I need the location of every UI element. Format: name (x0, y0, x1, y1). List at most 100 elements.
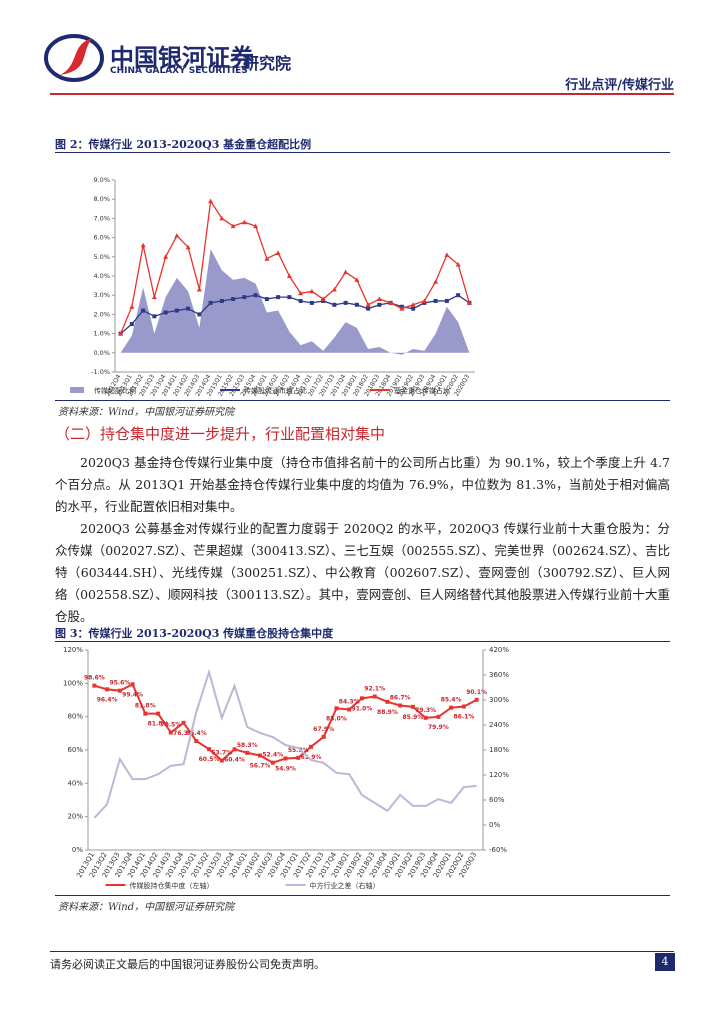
marker (185, 244, 191, 250)
paragraph: 2020Q3 基金持仓传媒行业集中度（持仓市值排名前十的公司所占比重）为 90.… (55, 455, 670, 514)
marker (253, 293, 258, 298)
marker (219, 298, 224, 303)
marker (219, 758, 224, 763)
y-tick-label: 2.0% (93, 310, 110, 318)
y-tick-label: 0.0% (93, 349, 110, 357)
y2-tick-label: 360% (489, 671, 509, 679)
data-label: 95.6% (109, 680, 130, 687)
data-label: 61.9% (301, 754, 322, 761)
data-label: 81.8% (135, 703, 156, 710)
marker (474, 697, 479, 702)
marker (231, 297, 236, 302)
logo-mark (44, 34, 104, 82)
marker (309, 288, 315, 294)
marker (92, 683, 97, 688)
marker (343, 269, 349, 275)
marker (141, 308, 146, 313)
data-label: 86.1% (453, 714, 474, 721)
marker (130, 682, 135, 687)
marker (208, 198, 214, 204)
data-label: 70.5% (160, 722, 181, 729)
marker (444, 252, 450, 257)
marker (385, 699, 390, 704)
data-label: 86.7% (390, 695, 411, 702)
y-tick-label: 40% (67, 779, 83, 787)
marker (245, 750, 250, 755)
institute: 研究院 (243, 54, 292, 73)
marker (194, 739, 199, 743)
marker (241, 219, 247, 225)
marker (365, 302, 371, 307)
footer-rule (50, 951, 674, 952)
data-label: 99.4% (122, 691, 143, 698)
marker (399, 306, 405, 311)
legend-swatch (70, 387, 84, 393)
data-label: 55.3% (288, 747, 309, 754)
data-label: 84.3% (339, 699, 360, 706)
y-tick-label: 9.0% (93, 176, 110, 184)
disclaimer: 请务必阅读正文最后的中国银河证券股份公司免责声明。 (50, 958, 325, 971)
paragraph: 2020Q3 公募基金对传媒行业的配置力度弱于 2020Q2 的水平，2020Q… (55, 521, 670, 624)
data-label: 60.4% (224, 756, 245, 763)
y-tick-label: 80% (67, 713, 83, 721)
data-label: 85.9% (403, 714, 424, 721)
marker (163, 254, 169, 259)
marker (309, 300, 314, 305)
data-label: 91.0% (352, 705, 373, 712)
marker (366, 306, 371, 311)
marker (354, 302, 359, 307)
marker (197, 312, 202, 317)
data-label: 81.8% (148, 721, 169, 728)
y-tick-label: 8.0% (93, 195, 110, 203)
marker (359, 696, 364, 701)
y2-tick-label: 180% (489, 746, 509, 754)
marker (283, 756, 288, 761)
figure-caption: 图 2：传媒行业 2013-2020Q3 基金重仓超配比例 (55, 138, 312, 151)
y-tick-label: 7.0% (93, 214, 110, 222)
marker (174, 308, 179, 313)
marker (186, 306, 191, 311)
marker (343, 300, 348, 305)
marker (287, 295, 292, 300)
data-label: 90.1% (466, 689, 487, 696)
logo-cn: 中国银河证券 (110, 44, 254, 72)
y-tick-label: 6.0% (93, 234, 110, 242)
caption-rule (55, 641, 670, 642)
chart: 0% 20% 40% 60% 80% 100% 120% -60% 0% 60% 120% 180% 2… (63, 646, 509, 890)
y-tick-label: 4.0% (93, 272, 110, 280)
marker (207, 747, 212, 752)
data-label: 92.1% (364, 686, 385, 693)
marker (174, 233, 180, 238)
data-label: 98.6% (84, 675, 105, 682)
page-number: 4 (655, 953, 675, 971)
marker (232, 747, 237, 752)
y-tick-label: -1.0% (91, 368, 110, 376)
logo-en: CHINA GALAXY SECURITIES (110, 66, 248, 76)
data-label: 85.4% (441, 697, 462, 704)
marker (219, 215, 225, 221)
y2-tick-label: 0% (489, 821, 500, 829)
marker (444, 298, 449, 303)
data-label: 67.9% (313, 726, 334, 733)
marker (140, 242, 146, 248)
header-rule (50, 93, 674, 95)
marker (275, 250, 281, 255)
y2-tick-label: 420% (489, 646, 509, 654)
marker (156, 711, 161, 716)
caption-rule (55, 400, 670, 401)
marker (151, 294, 157, 300)
data-label: 56.7% (250, 763, 271, 770)
data-label: 65.4% (186, 730, 207, 737)
y-tick-label: 0% (72, 846, 83, 854)
data-label: 96.4% (97, 696, 118, 703)
marker (423, 715, 428, 720)
marker (354, 277, 360, 282)
marker (321, 734, 326, 739)
y-tick-label: 3.0% (93, 291, 110, 299)
marker (456, 293, 461, 298)
y2-tick-label: 60% (489, 796, 505, 804)
data-label: 85.0% (326, 715, 347, 722)
marker (298, 290, 304, 296)
y-tick-label: 1.0% (93, 330, 110, 338)
